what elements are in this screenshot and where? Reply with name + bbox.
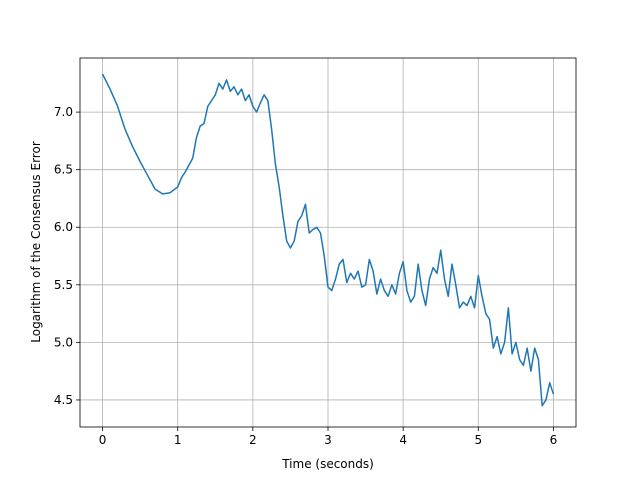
x-tick-label: 2 (249, 433, 257, 447)
x-axis-label: Time (seconds) (281, 457, 374, 471)
x-tick-label: 6 (550, 433, 558, 447)
y-tick-label: 6.5 (54, 163, 73, 177)
y-tick-label: 6.0 (54, 220, 73, 234)
data-line (101, 73, 555, 407)
y-tick-label: 5.5 (54, 278, 73, 292)
y-axis-label: Logarithm of the Consensus Error (29, 141, 43, 343)
x-tick-label: 1 (174, 433, 182, 447)
x-tick-label: 4 (399, 433, 407, 447)
x-tick-label: 0 (99, 433, 107, 447)
y-tick-label: 5.0 (54, 335, 73, 349)
plot-frame (79, 57, 577, 428)
y-tick-label: 7.0 (54, 105, 73, 119)
x-tick-label: 3 (324, 433, 332, 447)
x-tick-label: 5 (474, 433, 482, 447)
y-tick-label: 4.5 (54, 393, 73, 407)
